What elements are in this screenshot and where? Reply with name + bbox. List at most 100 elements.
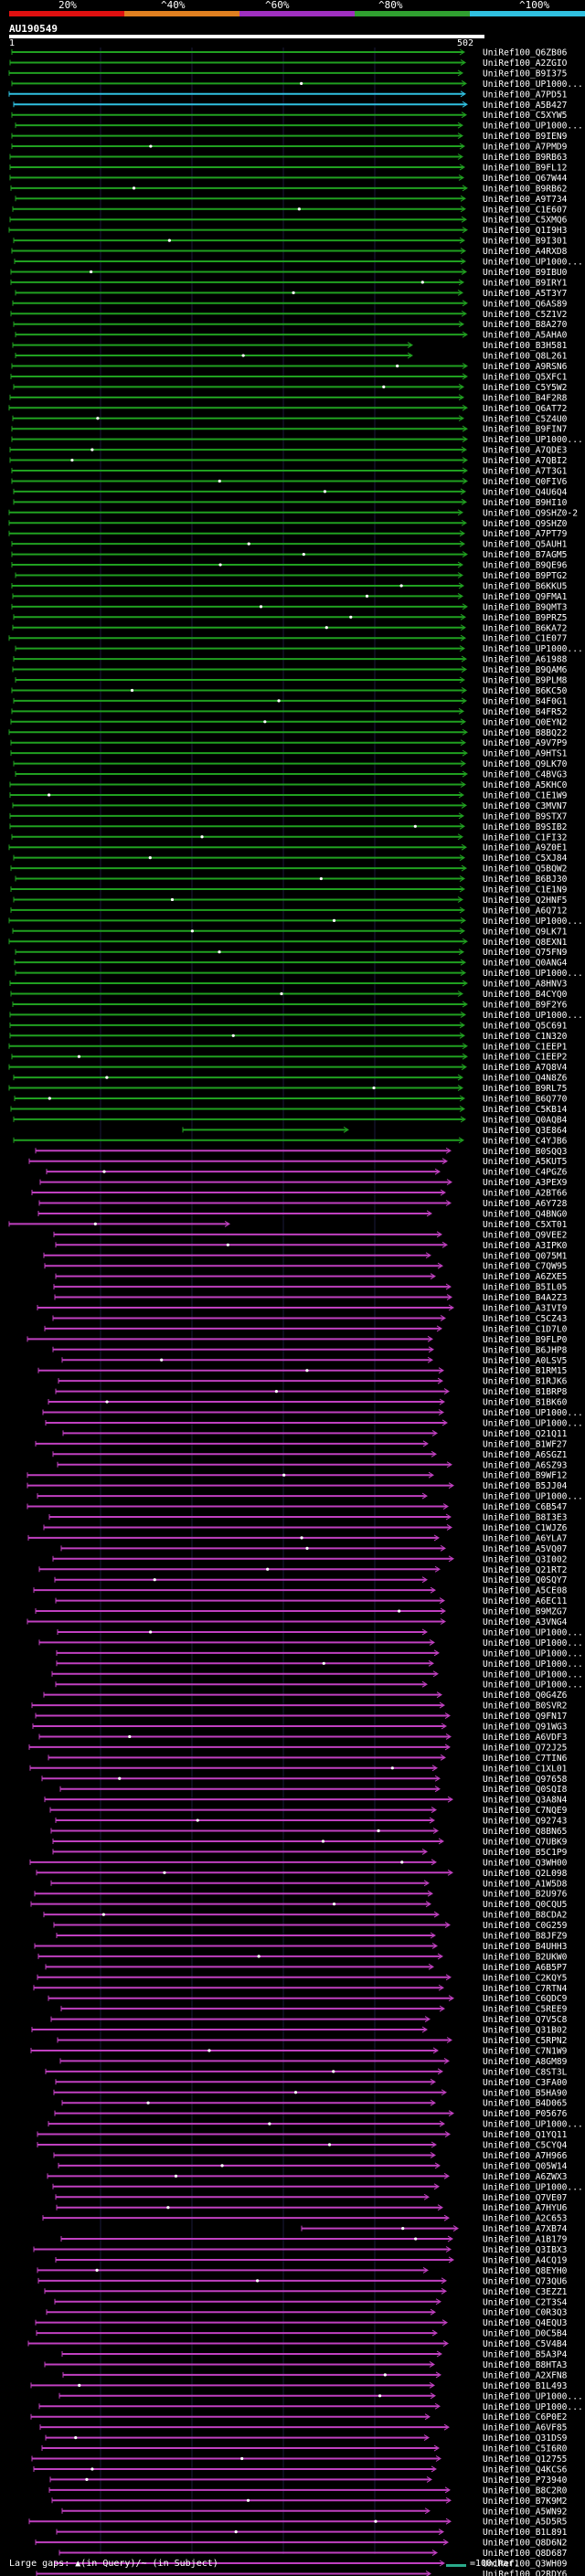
- hit-label[interactable]: UniRef100_C5CYQ4: [483, 2141, 568, 2151]
- hit-label[interactable]: UniRef100_B3H581: [483, 341, 568, 351]
- hit-label[interactable]: UniRef100_C1E1W9: [483, 790, 568, 800]
- hit-label[interactable]: UniRef100_A0LSV5: [483, 1356, 567, 1366]
- hit-label[interactable]: UniRef100_B4UHH3: [483, 1942, 568, 1952]
- hit-label[interactable]: UniRef100_C5RPN2: [483, 2036, 567, 2046]
- hit-label[interactable]: UniRef100_A5AHA0: [483, 331, 568, 341]
- hit-label[interactable]: UniRef100_UP1000...: [483, 122, 583, 132]
- hit-label[interactable]: UniRef100_C1XL01: [483, 1764, 568, 1774]
- hit-label[interactable]: UniRef100_Q8EYH0: [483, 2266, 568, 2276]
- hit-label[interactable]: UniRef100_UP1000...: [483, 1492, 583, 1502]
- hit-label[interactable]: UniRef100_B0SQQ3: [483, 1147, 568, 1157]
- hit-label[interactable]: UniRef100_B8HTA3: [483, 2360, 568, 2370]
- hit-label[interactable]: UniRef100_Q0G4Z6: [483, 1691, 568, 1701]
- hit-label[interactable]: UniRef100_C1N320: [483, 1032, 568, 1042]
- hit-label[interactable]: UniRef100_A6SZ93: [483, 1460, 568, 1470]
- hit-label[interactable]: UniRef100_A5D5R5: [483, 2518, 567, 2528]
- hit-label[interactable]: UniRef100_Q8BN65: [483, 1827, 567, 1837]
- hit-label[interactable]: UniRef100_C1EEP2: [483, 1053, 567, 1063]
- hit-label[interactable]: UniRef100_Q75FN9: [483, 948, 568, 958]
- hit-label[interactable]: UniRef100_A4RXD8: [483, 247, 568, 257]
- hit-label[interactable]: UniRef100_B5JJ04: [483, 1481, 568, 1491]
- hit-label[interactable]: UniRef100_C1D7L0: [483, 1324, 568, 1334]
- hit-label[interactable]: UniRef100_B6KC50: [483, 686, 568, 696]
- hit-label[interactable]: UniRef100_Q9FN17: [483, 1712, 568, 1722]
- hit-label[interactable]: UniRef100_C7N1W9: [483, 2046, 568, 2056]
- hit-label[interactable]: UniRef100_C1FI32: [483, 832, 567, 843]
- hit-label[interactable]: UniRef100_Q31DS9: [483, 2433, 568, 2443]
- hit-label[interactable]: UniRef100_C1E607: [483, 205, 568, 215]
- hit-label[interactable]: UniRef100_Q73QU6: [483, 2276, 568, 2286]
- hit-label[interactable]: UniRef100_D0C5B4: [483, 2329, 568, 2339]
- hit-label[interactable]: UniRef100_UP1000...: [483, 1418, 583, 1428]
- hit-label[interactable]: UniRef100_A5T3Y7: [483, 289, 568, 299]
- hit-label[interactable]: UniRef100_Q9LK70: [483, 759, 568, 769]
- hit-label[interactable]: UniRef100_C4BVG3: [483, 770, 568, 780]
- hit-label[interactable]: UniRef100_Q21RT2: [483, 1565, 567, 1575]
- hit-label[interactable]: UniRef100_B8JFZ9: [483, 1932, 568, 1942]
- hit-label[interactable]: UniRef100_B6Q770: [483, 1095, 568, 1105]
- hit-label[interactable]: UniRef100_A5KUT5: [483, 1157, 567, 1167]
- hit-label[interactable]: UniRef100_C1EEP1: [483, 1042, 568, 1052]
- hit-label[interactable]: UniRef100_UP1000...: [483, 644, 583, 654]
- hit-label[interactable]: UniRef100_Q0CQU5: [483, 1900, 567, 1910]
- hit-label[interactable]: UniRef100_Q3I002: [483, 1554, 567, 1564]
- hit-label[interactable]: UniRef100_B8A270: [483, 320, 568, 330]
- hit-label[interactable]: UniRef100_A2C653: [483, 2214, 568, 2224]
- hit-label[interactable]: UniRef100_B9PLM8: [483, 676, 568, 686]
- hit-label[interactable]: UniRef100_A5B427: [483, 101, 568, 111]
- hit-label[interactable]: UniRef100_A9T734: [483, 195, 568, 205]
- hit-label[interactable]: UniRef100_Q4N8Z6: [483, 1074, 568, 1084]
- hit-label[interactable]: UniRef100_A3VNG4: [483, 1617, 568, 1627]
- hit-label[interactable]: UniRef100_A7PMD9: [483, 143, 568, 153]
- hit-label[interactable]: UniRef100_C5REE9: [483, 2005, 568, 2015]
- hit-label[interactable]: UniRef100_Q8L261: [483, 352, 568, 362]
- hit-label[interactable]: UniRef100_B9FL12: [483, 163, 567, 173]
- hit-label[interactable]: UniRef100_A8HNV3: [483, 980, 568, 990]
- hit-label[interactable]: UniRef100_A61988: [483, 655, 568, 665]
- hit-label[interactable]: UniRef100_B9QE96: [483, 561, 568, 571]
- hit-label[interactable]: UniRef100_Q67W44: [483, 174, 568, 184]
- hit-label[interactable]: UniRef100_Q5C691: [483, 1021, 568, 1031]
- hit-label[interactable]: UniRef100_A5KHC0: [483, 780, 568, 790]
- hit-label[interactable]: UniRef100_Q0SQY7: [483, 1575, 568, 1585]
- hit-label[interactable]: UniRef100_UP1000...: [483, 1648, 583, 1659]
- hit-label[interactable]: UniRef100_B8BQ22: [483, 728, 567, 738]
- hit-label[interactable]: UniRef100_Q4EQU3: [483, 2318, 568, 2328]
- hit-label[interactable]: UniRef100_C4YJB6: [483, 1136, 568, 1146]
- hit-label[interactable]: UniRef100_A7QDE3: [483, 446, 568, 456]
- hit-label[interactable]: UniRef100_A2BT66: [483, 1189, 568, 1199]
- hit-label[interactable]: UniRef100_UP1000...: [483, 80, 583, 90]
- hit-label[interactable]: UniRef100_A6ZWX3: [483, 2172, 568, 2182]
- hit-label[interactable]: UniRef100_B8C2R0: [483, 2486, 568, 2496]
- hit-label[interactable]: UniRef100_UP1000...: [483, 1638, 583, 1648]
- hit-label[interactable]: UniRef100_B1RJK6: [483, 1377, 568, 1387]
- hit-label[interactable]: UniRef100_B9RB63: [483, 153, 568, 163]
- hit-label[interactable]: UniRef100_C6B547: [483, 1502, 568, 1512]
- hit-label[interactable]: UniRef100_A7H966: [483, 2151, 568, 2161]
- hit-label[interactable]: UniRef100_C3EZZ1: [483, 2287, 568, 2297]
- hit-label[interactable]: UniRef100_B6KKU5: [483, 581, 567, 591]
- hit-label[interactable]: UniRef100_C0G259: [483, 1921, 568, 1931]
- hit-label[interactable]: UniRef100_C7TIN6: [483, 1754, 568, 1764]
- hit-label[interactable]: UniRef100_Q9LK71: [483, 927, 568, 937]
- hit-label[interactable]: UniRef100_B7K9M2: [483, 2496, 567, 2507]
- hit-label[interactable]: UniRef100_P05676: [483, 2109, 568, 2119]
- hit-label[interactable]: UniRef100_B1BRP8: [483, 1387, 568, 1397]
- hit-label[interactable]: UniRef100_C7NQE9: [483, 1806, 568, 1816]
- hit-label[interactable]: UniRef100_UP1000...: [483, 1408, 583, 1418]
- hit-label[interactable]: UniRef100_C5CZ43: [483, 1314, 568, 1324]
- hit-label[interactable]: UniRef100_B9FIN7: [483, 425, 568, 435]
- hit-label[interactable]: UniRef100_Q92743: [483, 1817, 568, 1827]
- hit-label[interactable]: UniRef100_UP1000...: [483, 2120, 583, 2130]
- hit-label[interactable]: UniRef100_A8GM89: [483, 2057, 568, 2067]
- hit-label[interactable]: UniRef100_B6JHP8: [483, 1345, 568, 1355]
- hit-label[interactable]: UniRef100_B9HI10: [483, 498, 568, 508]
- hit-label[interactable]: UniRef100_Q8D687: [483, 2549, 568, 2559]
- hit-label[interactable]: UniRef100_A6VDF3: [483, 1733, 568, 1743]
- hit-label[interactable]: UniRef100_UP1000...: [483, 1011, 583, 1021]
- hit-label[interactable]: UniRef100_Q0FIV6: [483, 477, 568, 487]
- hit-label[interactable]: UniRef100_B9STX7: [483, 811, 568, 822]
- hit-label[interactable]: UniRef100_Q9VEE2: [483, 1230, 567, 1240]
- hit-label[interactable]: UniRef100_B1BK60: [483, 1398, 568, 1408]
- hit-label[interactable]: UniRef100_A5WN92: [483, 2507, 567, 2517]
